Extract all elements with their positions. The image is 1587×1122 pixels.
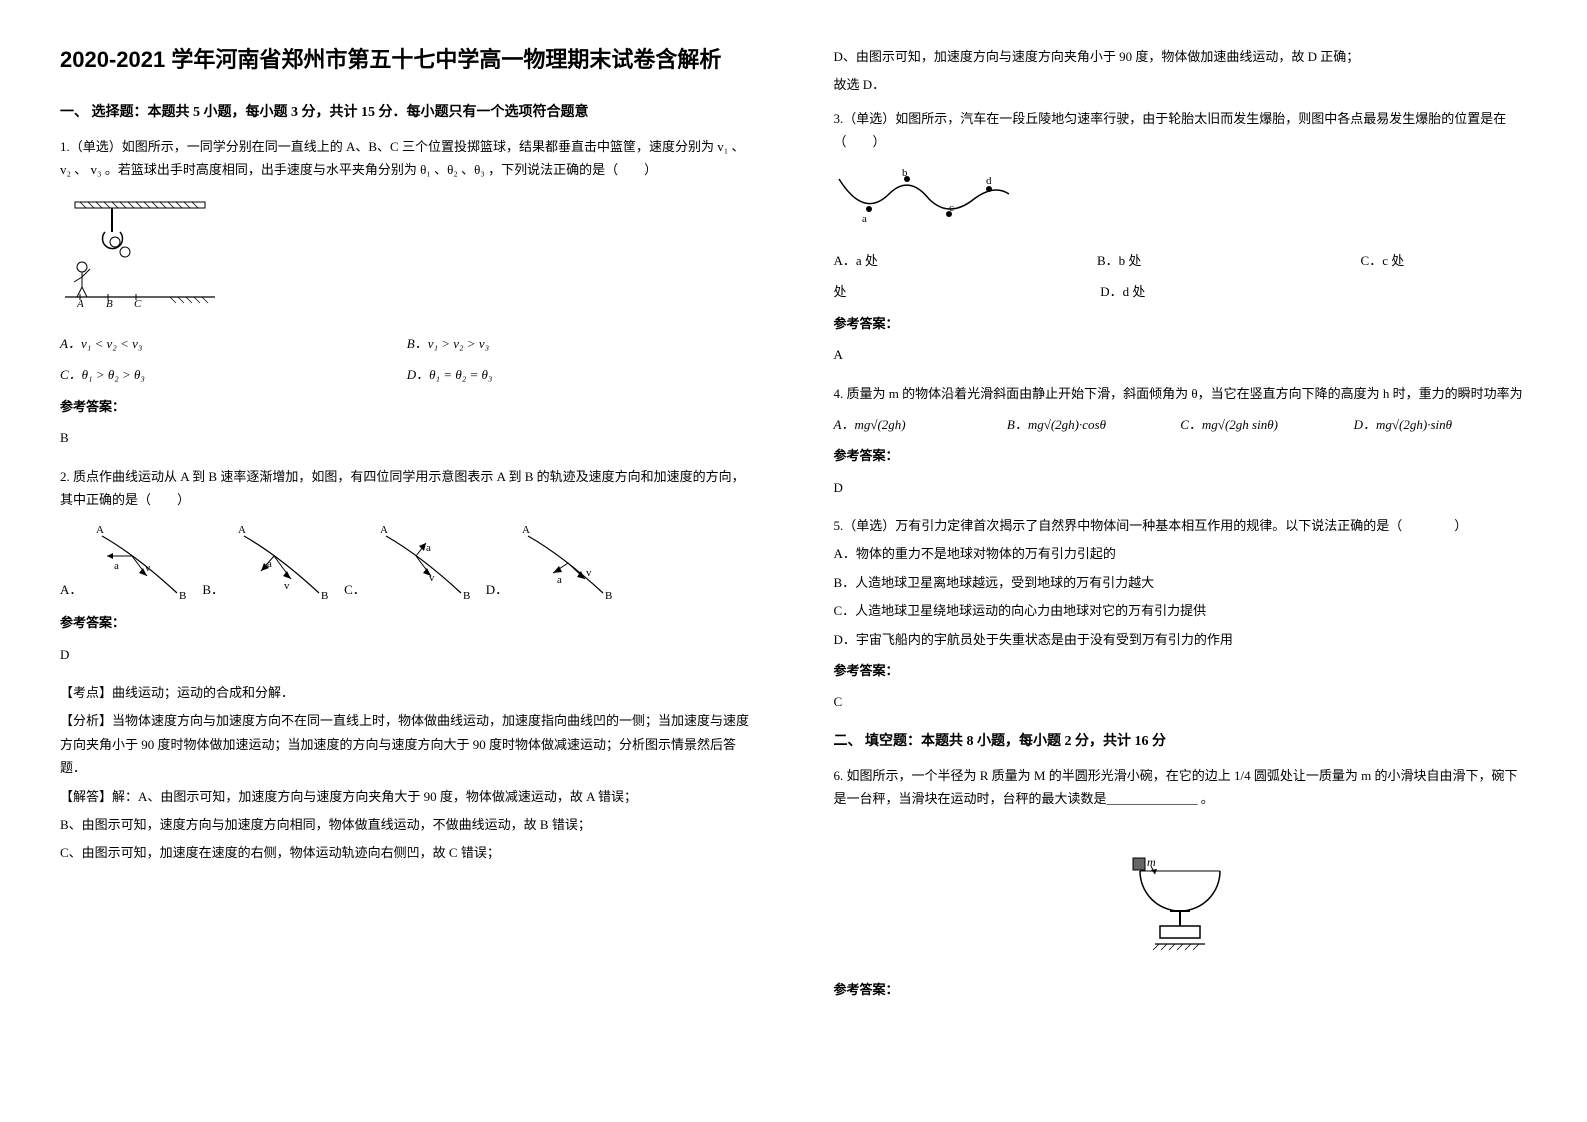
- q1-opt-d: D．θ₁ = θ₂ = θ₃: [407, 363, 754, 386]
- answer-label: 参考答案：: [60, 395, 754, 418]
- q3-opt-b: B．b 处: [1097, 249, 1361, 272]
- q1-answer: B: [60, 426, 754, 449]
- right-column: D、由图示可知，加速度方向与速度方向夹角小于 90 度，物体做加速曲线运动，故 …: [834, 40, 1528, 1012]
- svg-text:b: b: [902, 169, 908, 179]
- q3-stem: 3.（单选）如图所示，汽车在一段丘陵地匀速率行驶，由于轮胎太旧而发生爆胎，则图中…: [834, 107, 1528, 154]
- q6-figure: m: [834, 826, 1528, 963]
- q2-figure: A． A B a v B． A B a: [60, 521, 754, 601]
- q2-fenxi: 【分析】当物体速度方向与加速度方向不在同一直线上时，物体做曲线运动，加速度指向曲…: [60, 709, 754, 779]
- question-6: 6. 如图所示，一个半径为 R 质量为 M 的半圆形光滑小碗，在它的边上 1/4…: [834, 764, 1528, 1002]
- q5-opt-c: C．人造地球卫星绕地球运动的向心力由地球对它的万有引力提供: [834, 599, 1528, 622]
- q1-opt-c: C．θ₁ > θ₂ > θ₃: [60, 363, 407, 386]
- q1-figure: A B C: [60, 197, 220, 314]
- q3-answer: A: [834, 343, 1528, 366]
- question-1: 1.（单选）如图所示，一同学分别在同一直线上的 A、B、C 三个位置投掷篮球，结…: [60, 135, 754, 450]
- svg-text:v: v: [429, 572, 435, 584]
- svg-text:A: A: [380, 524, 388, 536]
- q5-opt-d: D．宇宙飞船内的宇航员处于失重状态是由于没有受到万有引力的作用: [834, 628, 1528, 651]
- answer-label: 参考答案：: [834, 978, 1528, 1001]
- section2-heading: 二、 填空题：本题共 8 小题，每小题 2 分，共计 16 分: [834, 729, 1528, 754]
- q3-opt-c-cont: 处: [834, 280, 1098, 303]
- svg-text:c: c: [949, 202, 954, 214]
- q2-jieda-c: C、由图示可知，加速度在速度的右侧，物体运动轨迹向右侧凹，故 C 错误；: [60, 841, 754, 864]
- q2-jieda-d: D、由图示可知，加速度方向与速度方向夹角小于 90 度，物体做加速曲线运动，故 …: [834, 45, 1528, 68]
- q3-opt-d: D．d 处: [1100, 284, 1145, 299]
- q1-opt-b: B．v₁ > v₂ > v₃: [407, 332, 754, 355]
- svg-text:a: a: [557, 574, 562, 586]
- svg-text:B: B: [321, 590, 328, 601]
- q2-opt-d-label: D．: [486, 578, 508, 601]
- question-5: 5.（单选）万有引力定律首次揭示了自然界中物体间一种基本相互作用的规律。以下说法…: [834, 514, 1528, 714]
- svg-text:a: a: [114, 560, 119, 572]
- q2-opt-b-label: B．: [202, 578, 224, 601]
- q3-opt-c: C．c 处: [1361, 249, 1527, 272]
- exam-title: 2020-2021 学年河南省郑州市第五十七中学高一物理期末试卷含解析: [60, 40, 754, 80]
- q2-explanation: 【考点】曲线运动；运动的合成和分解． 【分析】当物体速度方向与加速度方向不在同一…: [60, 681, 754, 865]
- q5-stem: 5.（单选）万有引力定律首次揭示了自然界中物体间一种基本相互作用的规律。以下说法…: [834, 514, 1528, 537]
- svg-text:A: A: [96, 524, 104, 536]
- q2-answer: D: [60, 643, 754, 666]
- section1-heading: 一、 选择题：本题共 5 小题，每小题 3 分，共计 15 分．每小题只有一个选…: [60, 100, 754, 125]
- svg-text:d: d: [986, 175, 992, 187]
- q4-opt-c: C．mg√(2gh sinθ): [1180, 413, 1353, 436]
- q4-stem: 4. 质量为 m 的物体沿着光滑斜面由静止开始下滑，斜面倾角为 θ，当它在竖直方…: [834, 382, 1528, 405]
- question-2: 2. 质点作曲线运动从 A 到 B 速率逐渐增加，如图，有四位同学用示意图表示 …: [60, 465, 754, 865]
- q2-jieda-a: 【解答】解：A、由图示可知，加速度方向与速度方向夹角大于 90 度，物体做减速运…: [60, 785, 754, 808]
- left-column: 2020-2021 学年河南省郑州市第五十七中学高一物理期末试卷含解析 一、 选…: [60, 40, 754, 1012]
- svg-text:B: B: [106, 298, 113, 307]
- question-3: 3.（单选）如图所示，汽车在一段丘陵地匀速率行驶，由于轮胎太旧而发生爆胎，则图中…: [834, 107, 1528, 367]
- q1-stem: 1.（单选）如图所示，一同学分别在同一直线上的 A、B、C 三个位置投掷篮球，结…: [60, 135, 754, 182]
- q2-explanation-cont: D、由图示可知，加速度方向与速度方向夹角小于 90 度，物体做加速曲线运动，故 …: [834, 45, 1528, 97]
- svg-text:v: v: [586, 567, 592, 579]
- svg-text:a: a: [862, 213, 867, 224]
- q1-opt-a: A．v₁ < v₂ < v₃: [60, 332, 407, 355]
- q4-opt-a: A．mg√(2gh): [834, 413, 1007, 436]
- q5-answer: C: [834, 690, 1528, 713]
- q5-opt-a: A．物体的重力不是地球对物体的万有引力引起的: [834, 542, 1528, 565]
- q2-opt-c-label: C．: [344, 578, 366, 601]
- svg-text:C: C: [134, 298, 142, 307]
- q6-stem: 6. 如图所示，一个半径为 R 质量为 M 的半圆形光滑小碗，在它的边上 1/4…: [834, 764, 1528, 811]
- q2-jieda-b: B、由图示可知，速度方向与加速度方向相同，物体做直线运动，不做曲线运动，故 B …: [60, 813, 754, 836]
- q5-opt-b: B．人造地球卫星离地球越远，受到地球的万有引力越大: [834, 571, 1528, 594]
- answer-label: 参考答案：: [60, 611, 754, 634]
- svg-text:a: a: [267, 558, 272, 570]
- svg-text:A: A: [238, 524, 246, 536]
- svg-text:A: A: [522, 524, 530, 536]
- q2-kaodian: 【考点】曲线运动；运动的合成和分解．: [60, 681, 754, 704]
- answer-label: 参考答案：: [834, 659, 1528, 682]
- svg-text:v: v: [284, 580, 290, 592]
- q3-opt-a: A．a 处: [834, 249, 1098, 272]
- answer-label: 参考答案：: [834, 312, 1528, 335]
- question-4: 4. 质量为 m 的物体沿着光滑斜面由静止开始下滑，斜面倾角为 θ，当它在竖直方…: [834, 382, 1528, 500]
- q4-answer: D: [834, 476, 1528, 499]
- svg-text:B: B: [463, 590, 470, 601]
- answer-label: 参考答案：: [834, 444, 1528, 467]
- q4-opt-d: D．mg√(2gh)·sinθ: [1354, 413, 1527, 436]
- q2-jieda-end: 故选 D．: [834, 73, 1528, 96]
- q4-opt-b: B．mg√(2gh)·cosθ: [1007, 413, 1180, 436]
- svg-text:B: B: [605, 590, 612, 601]
- q2-opt-a-label: A．: [60, 578, 82, 601]
- q2-stem: 2. 质点作曲线运动从 A 到 B 速率逐渐增加，如图，有四位同学用示意图表示 …: [60, 465, 754, 512]
- svg-text:v: v: [145, 562, 151, 574]
- svg-text:B: B: [179, 590, 186, 601]
- svg-text:a: a: [426, 542, 431, 554]
- q3-figure: a b c d: [834, 169, 1034, 231]
